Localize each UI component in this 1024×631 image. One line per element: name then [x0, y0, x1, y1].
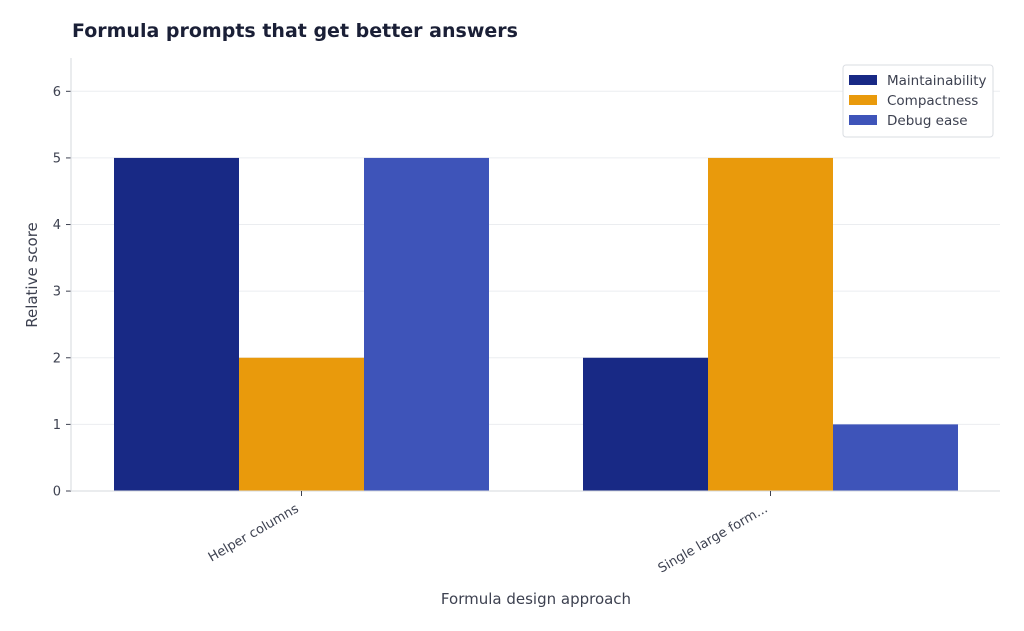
- y-axis-label: Relative score: [23, 222, 41, 328]
- x-axis-label: Formula design approach: [441, 590, 631, 608]
- bar-debug-ease-0: [364, 157, 489, 491]
- legend-entry: Compactness: [887, 93, 978, 109]
- y-tick-label: 2: [53, 351, 61, 366]
- legend-entry: Debug ease: [887, 113, 968, 129]
- bar-compactness-1: [708, 157, 833, 491]
- y-tick-label: 5: [53, 151, 61, 166]
- bars: [114, 157, 958, 491]
- x-tick-label: Helper columns: [206, 501, 302, 565]
- y-tick-label: 1: [53, 418, 61, 433]
- axes: [66, 58, 1000, 496]
- x-tick-labels: Helper columns Single large form...: [206, 501, 771, 576]
- y-tick-label: 3: [53, 285, 61, 300]
- bar-compactness-0: [239, 357, 364, 491]
- bar-maintainability-0: [114, 157, 239, 491]
- legend-entry: Maintainability: [887, 73, 986, 89]
- y-tick-label: 0: [53, 485, 61, 500]
- y-tick-label: 6: [53, 85, 61, 100]
- legend-swatch: [849, 95, 877, 105]
- y-tick-label: 4: [53, 218, 61, 233]
- x-tick-label: Single large form...: [656, 501, 771, 576]
- legend-swatch: [849, 115, 877, 125]
- legend-frame: [842, 64, 994, 138]
- legend-swatch: [849, 75, 877, 85]
- bar-debug-ease-1: [833, 424, 958, 491]
- y-tick-labels: 0 1 2 3 4 5 6: [53, 85, 61, 500]
- legend: Maintainability Compactness Debug ease: [842, 64, 994, 138]
- chart-title: Formula prompts that get better answers: [72, 20, 518, 42]
- bar-maintainability-1: [583, 357, 708, 491]
